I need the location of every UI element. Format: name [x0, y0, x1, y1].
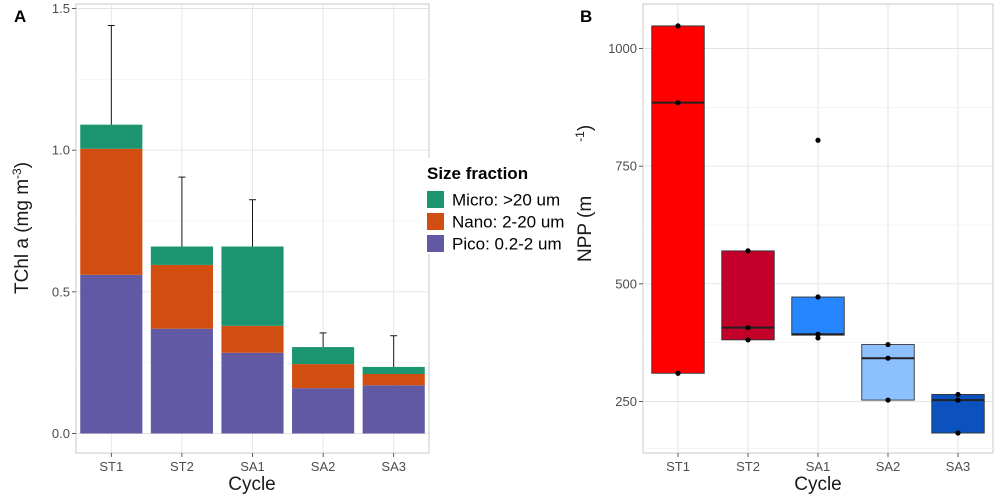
panel-a-bar-segment — [150, 264, 213, 329]
panel-a-x-tick-label: SA1 — [240, 459, 265, 474]
panel-b-y-ticks: 250 500 750 1000 — [608, 41, 643, 409]
panel-b-y-axis-title-sup: -1 — [573, 131, 587, 142]
panel-b-data-point — [885, 355, 891, 361]
legend-title: Size fraction — [427, 164, 528, 183]
panel-b-tag: B — [580, 7, 592, 26]
panel-a-y-axis-title: TChl a (mg m-3) — [10, 162, 33, 294]
legend-label: Nano: 2-20 um — [452, 213, 564, 232]
panel-b-data-point — [675, 370, 681, 376]
panel-b-data-point — [675, 100, 681, 106]
panel-b-y-axis-title-main: NPP (m — [575, 196, 596, 262]
panel-b-x-ticks: ST1 ST2 SA1 SA2 SA3 — [666, 453, 970, 474]
panel-a-bar-segment — [150, 246, 213, 265]
panel-a-bar-segment — [221, 352, 284, 434]
legend-background — [418, 158, 588, 254]
panel-b-box — [791, 296, 845, 336]
panel-a-y-tick-label: 0.5 — [52, 284, 70, 299]
panel-a-y-axis-title-main: TChl a (mg m — [12, 179, 33, 294]
panel-a-bar-segment — [292, 347, 355, 365]
panel-a-tag: A — [14, 7, 26, 26]
legend-items: Micro: >20 um Nano: 2-20 um Pico: 0.2-2 um — [427, 191, 564, 254]
panel-a-bar-segment — [292, 388, 355, 434]
panel-a-bars — [80, 124, 425, 434]
panel-b-data-point — [955, 397, 961, 403]
panel-a-x-tick-label: ST1 — [99, 459, 123, 474]
panel-b-data-point — [815, 294, 821, 300]
panel-b-data-point — [815, 137, 821, 143]
panel-b-data-point — [885, 341, 891, 348]
panel-b-x-tick-label: ST2 — [736, 459, 760, 474]
panel-a-bar-segment — [362, 374, 425, 386]
panel-a-x-tick-label: ST2 — [170, 459, 194, 474]
panel-b-data-point — [745, 325, 751, 331]
panel-b-data-point — [885, 397, 891, 403]
panel-b-box — [651, 25, 705, 374]
legend-label: Pico: 0.2-2 um — [452, 235, 562, 254]
panel-b-y-axis-title-close: ) — [575, 125, 596, 131]
panel-b-points — [675, 23, 961, 436]
panel-b-box — [861, 344, 915, 401]
panel-a-bar-segment — [362, 385, 425, 434]
panel-b-y-tick-label: 250 — [615, 394, 637, 409]
panel-b-y-axis-title: NPP (m -1) — [573, 125, 596, 262]
panel-a-y-tick-label: 0.0 — [52, 426, 70, 441]
legend: Size fraction Micro: >20 um Nano: 2-20 um… — [418, 158, 588, 254]
legend-label: Micro: >20 um — [452, 191, 560, 210]
panel-a-bar-segment — [221, 246, 284, 326]
panel-a-bar-segment — [80, 124, 143, 149]
panel-b-boxes — [651, 25, 985, 434]
panel-b-y-tick-label: 750 — [615, 159, 637, 174]
panel-b-data-point — [815, 331, 821, 337]
panel-b-data-point — [745, 248, 751, 254]
panel-b-data-point — [675, 23, 681, 29]
panel-a-y-axis-title-sup: -3 — [10, 168, 24, 179]
panel-a-x-ticks: ST1 ST2 SA1 SA2 SA3 — [99, 453, 406, 474]
panel-a-y-tick-label: 1.0 — [52, 143, 70, 158]
panel-a-bar-segment — [80, 274, 143, 434]
legend-swatch — [427, 235, 444, 252]
panel-a-x-tick-label: SA2 — [311, 459, 336, 474]
panel-a-bar-segment — [80, 148, 143, 275]
panel-b-data-point — [955, 391, 961, 398]
panel-a-bar-segment — [362, 366, 425, 374]
panel-a-bar-segment — [150, 328, 213, 434]
legend-swatch — [427, 213, 444, 230]
panel-b-x-tick-label: SA3 — [946, 459, 971, 474]
panel-a: 0.0 0.5 1.0 1.5 ST1 ST2 SA1 SA2 SA3 A Cycle TCh… — [10, 1, 430, 495]
panel-b-x-tick-label: SA1 — [806, 459, 831, 474]
panel-a-bar-segment — [292, 364, 355, 389]
panel-b-data-point — [745, 337, 751, 343]
panel-a-y-axis-title-close: ) — [12, 162, 33, 168]
panel-a-error-bars — [107, 25, 398, 367]
panel-b-data-point — [815, 335, 821, 341]
panel-b-x-tick-label: SA2 — [876, 459, 901, 474]
panel-a-y-tick-label: 1.5 — [52, 1, 70, 16]
panel-a-x-tick-label: SA3 — [381, 459, 406, 474]
panel-b: 250 500 750 1000 ST1 ST2 SA1 SA2 SA3 B Cycle NP… — [573, 3, 994, 495]
panel-a-bar-segment — [221, 325, 284, 353]
panel-a-x-axis-title: Cycle — [228, 474, 276, 495]
panel-b-x-tick-label: ST1 — [666, 459, 690, 474]
legend-swatch — [427, 191, 444, 208]
panel-a-y-ticks: 0.0 0.5 1.0 1.5 — [52, 1, 76, 441]
panel-b-data-point — [955, 430, 961, 436]
panel-b-y-tick-label: 500 — [615, 276, 637, 291]
panel-b-y-tick-label: 1000 — [608, 41, 637, 56]
panel-b-x-axis-title: Cycle — [794, 474, 842, 495]
